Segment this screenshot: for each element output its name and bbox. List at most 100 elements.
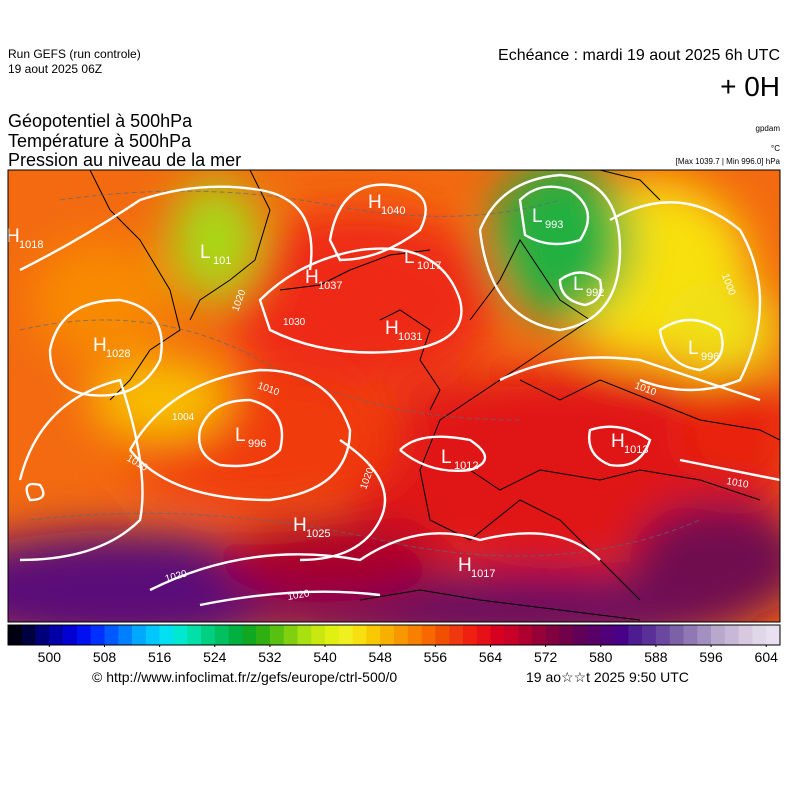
run-date: 19 aout 2025 06Z [8,62,102,76]
color-swatch [352,625,367,645]
color-swatch [407,625,422,645]
center-value: 1017 [417,260,441,272]
colorbar-tick-label: 524 [203,649,227,665]
color-swatch [311,625,326,645]
colorbar-tick-label: 500 [38,649,62,665]
color-swatch [90,625,105,645]
color-swatch [338,625,353,645]
color-swatch [490,625,505,645]
center-symbol: H [611,431,625,452]
color-swatch [76,625,92,645]
color-swatch [201,625,216,645]
color-swatch [518,625,533,645]
color-swatch [35,625,50,645]
source: © http://www.infoclimat.fr/z/gefs/europe… [92,669,397,685]
colorbar-tick-label: 540 [313,649,337,665]
color-swatch [476,625,491,645]
center-symbol: H [385,318,399,339]
color-swatch [711,625,726,645]
run: Run GEFS (run controle) [8,47,141,61]
color-swatch [283,625,298,645]
generated: 19 ao☆☆t 2025 9:50 UTC [526,669,689,685]
center-symbol: L [235,425,246,446]
color-swatch [132,625,147,645]
color-swatch [614,625,629,645]
color-swatch [104,625,119,645]
color-swatch [256,625,271,645]
color-swatch [435,625,450,645]
center-symbol: L [441,447,452,468]
center-value: 1012 [454,460,478,472]
color-swatch [462,625,478,645]
color-swatch [297,625,312,645]
color-swatch [504,625,519,645]
unit: gpdam [756,124,781,133]
isobar-label: 1030 [283,317,306,328]
color-swatch [752,625,767,645]
color-swatch [600,625,615,645]
unit: [Max 1039.7 | Min 996.0] hPa [676,157,781,166]
center-value: 996 [701,351,719,363]
color-swatch [145,625,160,645]
unit: °C [771,144,780,153]
center-symbol: H [93,335,107,356]
center-symbol: L [688,338,699,359]
colorbar-tick-label: 604 [755,649,779,665]
color-swatch [531,625,546,645]
center-value: 1013 [624,444,648,456]
center-value: 101 [213,255,231,267]
isobar-label: 1010 [725,476,749,491]
isobar-label: 1020 [287,588,311,603]
title: Pression au niveau de la mer [8,150,241,170]
color-swatch [49,625,64,645]
center-symbol: L [404,247,415,268]
center-value: 993 [545,219,563,231]
center-symbol: L [532,206,543,227]
color-swatch [394,625,409,645]
center-symbol: H [6,226,20,247]
center-symbol: L [573,274,584,295]
color-swatch [669,625,684,645]
center-symbol: H [368,192,382,213]
color-swatch [118,625,133,645]
colorbar-tick-label: 516 [148,649,172,665]
color-swatch [159,625,174,645]
color-swatch [449,625,464,645]
center-value: 1037 [318,280,342,292]
colorbar-frame [7,624,781,646]
center-symbol: L [200,242,211,263]
color-swatch [628,625,643,645]
color-swatch [242,625,257,645]
colorbar-tick-label: 556 [424,649,448,665]
color-swatch [655,625,671,645]
color-swatch [724,625,739,645]
center-value: 996 [248,438,266,450]
center-symbol: H [458,555,472,576]
isobar-label: 1004 [172,412,195,423]
color-swatch [545,625,560,645]
center-value: 1040 [381,205,405,217]
title: Géopotentiel à 500hPa [8,111,193,131]
colorbar-tick-label: 532 [258,649,282,665]
lead-time: + 0H [720,71,780,102]
color-swatch [214,625,229,645]
colorbar-tick-label: 548 [369,649,393,665]
center-value: 1025 [306,528,330,540]
color-swatch [421,625,436,645]
center-value: 1031 [398,331,422,343]
color-swatch [380,625,395,645]
colorbar-tick-label: 596 [699,649,723,665]
color-swatch [187,625,202,645]
center-symbol: H [293,515,307,536]
color-swatch [683,625,698,645]
colorbar-tick-label: 580 [589,649,613,665]
color-swatch [366,625,381,645]
center-value: 992 [586,287,604,299]
valid-time: Echéance : mardi 19 aout 2025 6h UTC [498,47,780,64]
color-swatch [697,625,712,645]
center-value: 1017 [471,568,495,580]
color-swatch [587,625,602,645]
